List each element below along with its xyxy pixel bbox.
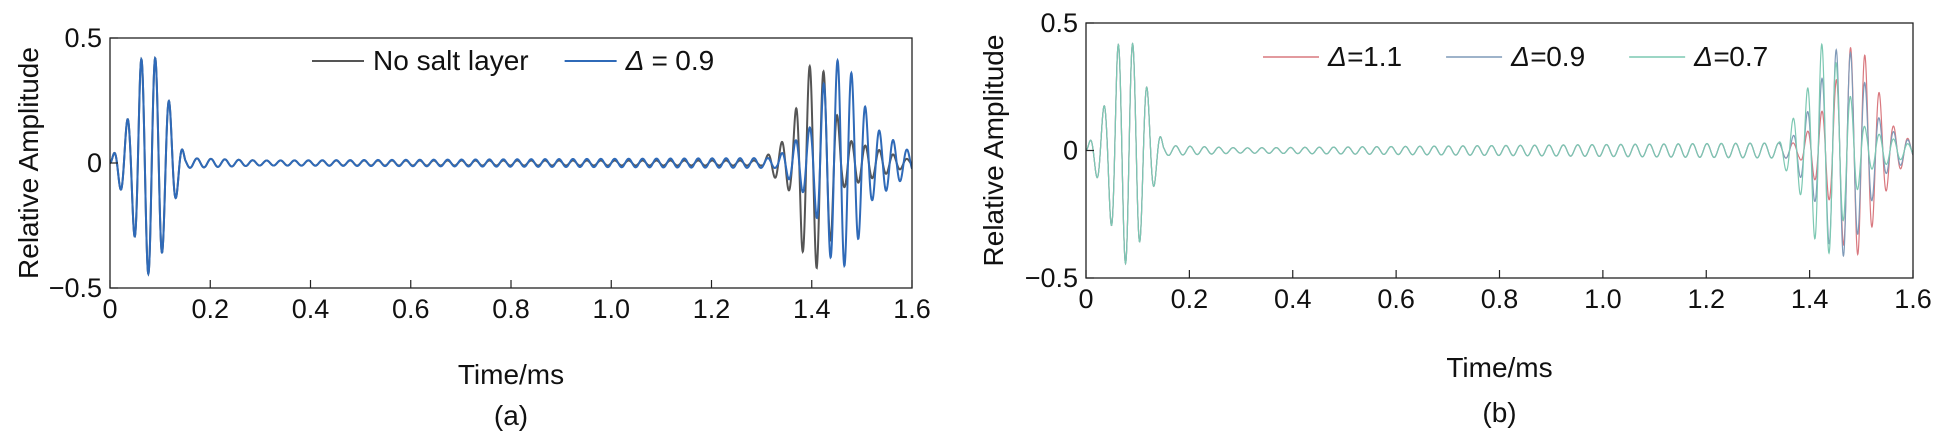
legend-label: Δ=1.1 bbox=[1327, 41, 1402, 72]
legend-label: Δ = 0.9 bbox=[625, 45, 715, 76]
x-tick-label: 0.8 bbox=[492, 294, 530, 324]
y-axis-label: Relative Amplitude bbox=[978, 35, 1009, 267]
series-line bbox=[110, 56, 912, 277]
x-tick-label: 0.6 bbox=[392, 294, 430, 324]
legend-label: Δ=0.7 bbox=[1693, 41, 1768, 72]
legend-label: Δ=0.9 bbox=[1510, 41, 1585, 72]
x-tick-label: 0.2 bbox=[191, 294, 229, 324]
x-tick-label: 0.4 bbox=[292, 294, 330, 324]
legend-delta-symbol: Δ = bbox=[625, 45, 676, 76]
legend-series-name: 0.9 bbox=[1546, 41, 1585, 72]
y-tick-label: 0 bbox=[1063, 136, 1078, 166]
x-tick-label: 1.2 bbox=[693, 294, 731, 324]
legend-delta-symbol: Δ= bbox=[1327, 41, 1363, 72]
panel-label: (a) bbox=[494, 400, 528, 431]
legend-delta-symbol: Δ= bbox=[1510, 41, 1546, 72]
x-axis-label: Time/ms bbox=[458, 359, 564, 390]
x-tick-label: 0.2 bbox=[1171, 284, 1209, 314]
legend-series-name: No salt layer bbox=[373, 45, 529, 76]
legend-series-name: 0.9 bbox=[675, 45, 714, 76]
legend-series-name: 0.7 bbox=[1729, 41, 1768, 72]
x-tick-label: 1.4 bbox=[1791, 284, 1829, 314]
series-line bbox=[1086, 42, 1913, 266]
x-tick-label: 1.2 bbox=[1687, 284, 1725, 314]
y-tick-label: −0.5 bbox=[49, 273, 102, 303]
legend-label: No salt layer bbox=[373, 45, 529, 76]
x-tick-label: 0 bbox=[102, 294, 117, 324]
x-tick-label: 1.4 bbox=[793, 294, 831, 324]
x-tick-label: 0.6 bbox=[1377, 284, 1415, 314]
x-tick-label: 1.0 bbox=[592, 294, 630, 324]
y-tick-label: 0.5 bbox=[64, 23, 102, 53]
x-tick-label: 1.0 bbox=[1584, 284, 1622, 314]
y-tick-label: 0 bbox=[87, 148, 102, 178]
x-tick-label: 0.4 bbox=[1274, 284, 1312, 314]
y-axis-label: Relative Amplitude bbox=[13, 47, 44, 279]
x-tick-label: 0.8 bbox=[1481, 284, 1519, 314]
x-tick-label: 1.6 bbox=[1894, 284, 1932, 314]
y-tick-label: 0.5 bbox=[1040, 8, 1078, 38]
panel-label: (b) bbox=[1482, 397, 1516, 428]
x-tick-label: 1.6 bbox=[893, 294, 931, 324]
x-axis-label: Time/ms bbox=[1446, 352, 1552, 383]
legend-series-name: 1.1 bbox=[1363, 41, 1402, 72]
legend-delta-symbol: Δ= bbox=[1693, 41, 1729, 72]
x-tick-label: 0 bbox=[1078, 284, 1093, 314]
y-tick-label: −0.5 bbox=[1025, 263, 1078, 293]
